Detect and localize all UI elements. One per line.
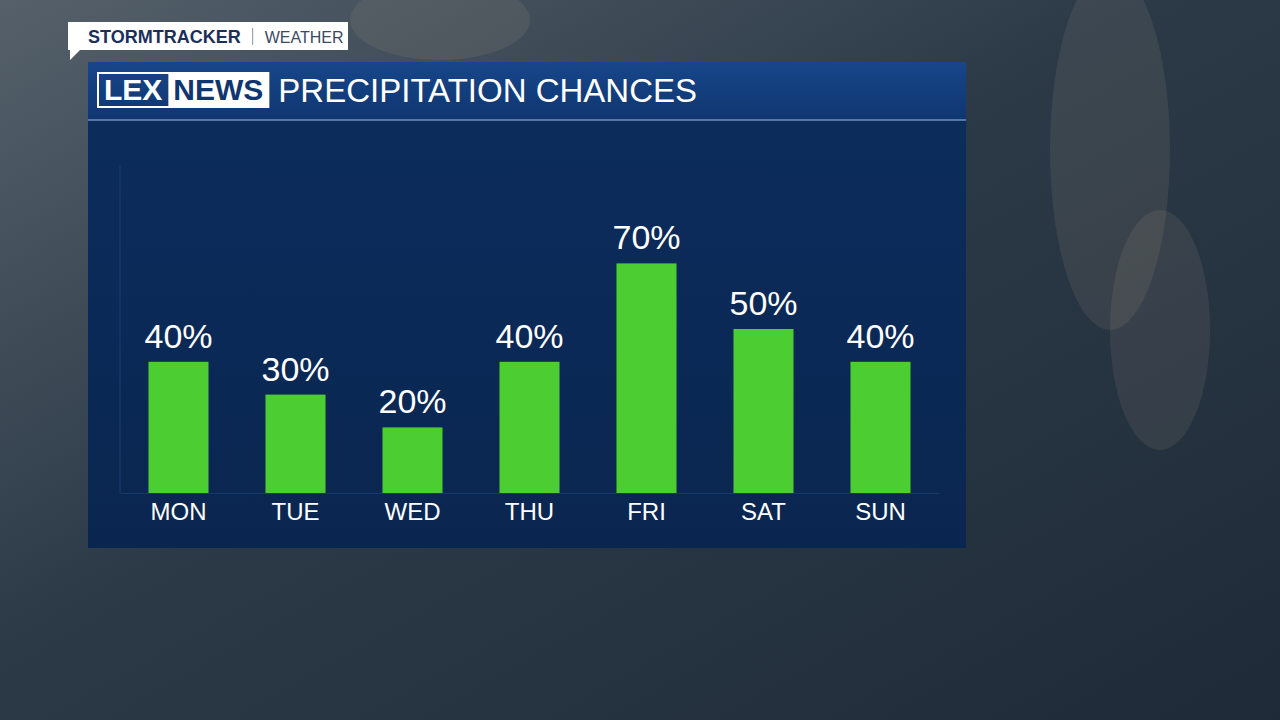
x-tick: THU: [505, 493, 554, 525]
data-label: 70%: [612, 218, 680, 256]
x-tick: TUE: [272, 493, 320, 525]
tag-text: STORMTRACKER: [88, 27, 241, 47]
tag-box: [68, 22, 348, 60]
x-axis-line: [121, 493, 940, 494]
bar: [499, 362, 559, 493]
x-tick-label: SAT: [741, 498, 786, 525]
x-tick-label: SUN: [855, 498, 906, 525]
logo-fill: [168, 73, 268, 107]
x-axis: MON TUE WED THU FRI SAT SUN: [121, 493, 940, 525]
x-tick-label: FRI: [627, 498, 666, 525]
title: PRECIPITATION CHANCES: [278, 72, 697, 109]
x-tick: SUN: [855, 493, 906, 525]
x-tick: WED: [385, 493, 441, 525]
reflection: [350, 0, 530, 60]
brand-tag: STORMTRACKER WEATHER: [68, 22, 348, 60]
x-tick-label: TUE: [272, 498, 320, 525]
y-axis-line: [120, 165, 121, 493]
bar: [733, 329, 793, 493]
header-rule: [88, 119, 966, 121]
panel: [88, 62, 966, 548]
bar: [148, 362, 208, 493]
tag-separator: [252, 28, 253, 45]
data-label: 50%: [729, 284, 797, 322]
data-label: 40%: [846, 317, 914, 355]
logo-border: [98, 73, 268, 107]
reflection: [1110, 210, 1210, 450]
bar: [382, 427, 442, 493]
data-label: 20%: [378, 382, 446, 420]
bar: [850, 362, 910, 493]
logo: LEX NEWS: [98, 73, 268, 107]
logo-right: NEWS: [173, 73, 263, 106]
header-bar: [88, 62, 966, 120]
bar: [265, 395, 325, 493]
x-tick-label: WED: [385, 498, 441, 525]
data-label: 40%: [495, 317, 563, 355]
data-label: 30%: [261, 350, 329, 388]
bars: [148, 263, 910, 493]
x-tick: MON: [151, 493, 207, 525]
x-tick-label: THU: [505, 498, 554, 525]
x-tick-label: MON: [151, 498, 207, 525]
bar: [616, 263, 676, 493]
tag-section: WEATHER: [265, 29, 344, 46]
x-tick: SAT: [741, 493, 786, 525]
data-label: 40%: [144, 317, 212, 355]
logo-left: LEX: [104, 73, 162, 106]
canvas: STORMTRACKER WEATHER LEX NEWS PRECIPITATION …: [0, 0, 1280, 720]
x-tick: FRI: [627, 493, 666, 525]
data-labels: 40% 30% 20% 40% 70% 50% 40%: [144, 218, 914, 420]
